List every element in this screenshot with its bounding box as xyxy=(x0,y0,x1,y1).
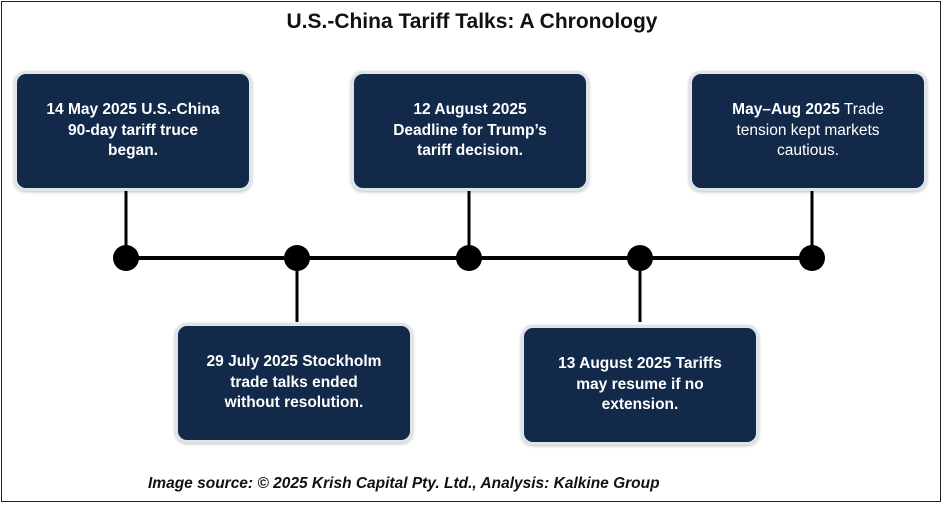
event-box-3: 12 August 2025 Deadline for Trump’s tari… xyxy=(351,71,589,191)
event-text-2: 29 July 2025 Stockholm trade talks ended… xyxy=(206,352,382,412)
timeline-node-1 xyxy=(113,245,139,271)
event-box-4: 13 August 2025 Tariffs may resume if no … xyxy=(521,325,759,445)
diagram-title: U.S.-China Tariff Talks: A Chronology xyxy=(286,10,658,33)
image-source-caption: Image source: © 2025 Krish Capital Pty. … xyxy=(148,475,660,492)
timeline-node-5 xyxy=(799,245,825,271)
event-text-4: 13 August 2025 Tariffs may resume if no … xyxy=(558,354,722,414)
event-desc-5: Trade tension kept markets cautious. xyxy=(736,100,884,160)
timeline-node-4 xyxy=(627,245,653,271)
event-box-5: May–Aug 2025 Trade tension kept markets … xyxy=(689,71,927,191)
event-box-1: 14 May 2025 U.S.-China 90-day tariff tru… xyxy=(14,71,252,191)
event-text-5: May–Aug 2025 Trade tension kept markets … xyxy=(732,100,884,163)
timeline-node-3 xyxy=(456,245,482,271)
event-box-2: 29 July 2025 Stockholm trade talks ended… xyxy=(175,323,413,443)
event-date-5: May–Aug 2025 xyxy=(732,100,840,118)
timeline-node-2 xyxy=(284,245,310,271)
event-text-3: 12 August 2025 Deadline for Trump’s tari… xyxy=(393,100,547,160)
event-text-1: 14 May 2025 U.S.-China 90-day tariff tru… xyxy=(46,100,220,160)
